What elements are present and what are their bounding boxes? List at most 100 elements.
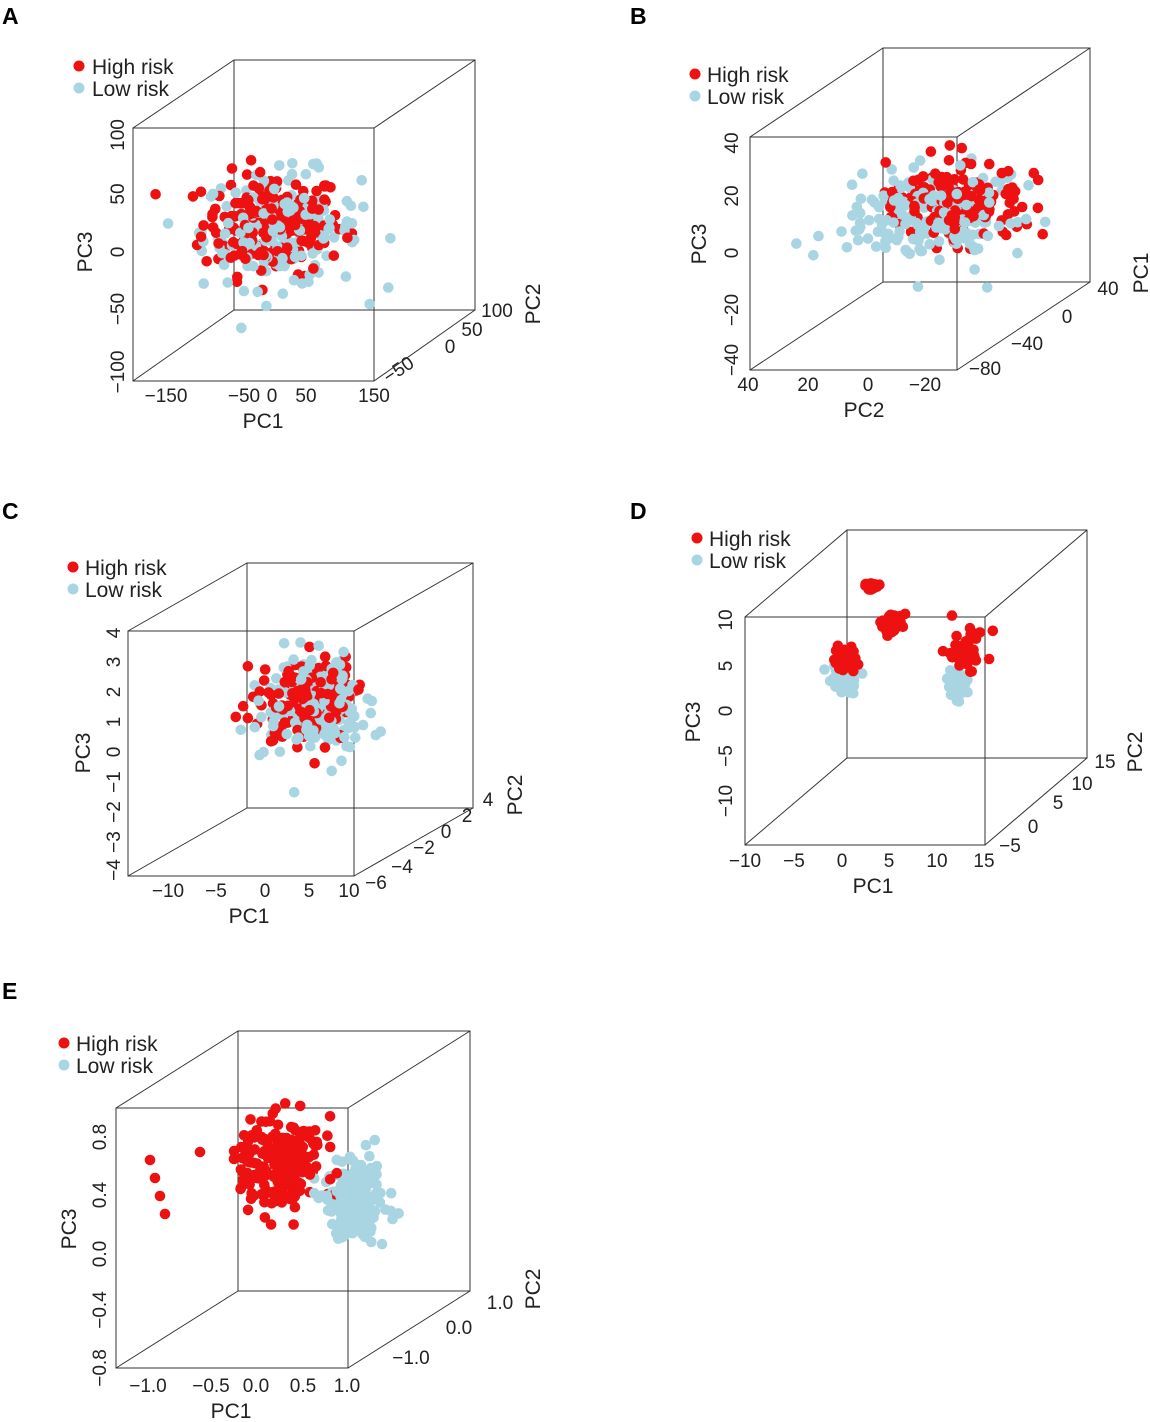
point-low xyxy=(914,155,926,166)
z-tick-e-3: 0.4 xyxy=(90,1181,111,1208)
point-high xyxy=(244,1179,255,1190)
point-low xyxy=(162,218,174,229)
point-high xyxy=(278,1143,290,1154)
z-tick-a-1: −50 xyxy=(108,293,129,325)
point-low xyxy=(967,229,978,240)
point-low xyxy=(258,208,270,219)
point-high xyxy=(292,685,303,697)
z-tick-c-5: 1 xyxy=(104,717,125,728)
point-high xyxy=(324,1141,336,1153)
legend-marker-low-c xyxy=(67,583,79,595)
point-low xyxy=(380,1204,391,1215)
point-high xyxy=(259,664,271,675)
z-tick-a-0: −100 xyxy=(108,351,129,394)
point-low xyxy=(298,192,310,204)
y-tick-e-2: 1.0 xyxy=(487,1293,513,1314)
point-low xyxy=(844,687,855,698)
point-high xyxy=(320,180,332,192)
point-low xyxy=(962,674,973,686)
point-high xyxy=(270,1168,282,1180)
z-tick-e-4: 0.8 xyxy=(90,1124,111,1150)
point-low xyxy=(269,183,280,195)
point-low xyxy=(288,787,300,798)
legend-c: High risk Low risk xyxy=(67,557,167,602)
point-low xyxy=(908,233,919,245)
point-low xyxy=(895,180,906,191)
point-low xyxy=(313,640,325,652)
panel-d: D High risk Low risk 10 5 0 −5 −10 PC3 −… xyxy=(630,498,1147,898)
point-high xyxy=(288,1219,299,1230)
point-low xyxy=(296,278,308,289)
point-high xyxy=(241,169,253,180)
legend-marker-high-e xyxy=(58,1037,70,1049)
panel-label-a: A xyxy=(2,3,19,29)
point-high xyxy=(319,742,331,753)
point-low xyxy=(969,244,980,256)
y-tick-c-3: 0 xyxy=(441,822,452,843)
point-high xyxy=(259,1212,271,1223)
point-high xyxy=(290,179,302,190)
z-axis-title-d: PC3 xyxy=(682,702,705,743)
point-high xyxy=(283,665,294,677)
legend-marker-high-d xyxy=(691,532,703,544)
point-low xyxy=(880,241,891,253)
legend-high-label-a: High risk xyxy=(92,56,174,79)
point-low xyxy=(339,731,350,743)
point-low xyxy=(981,282,993,293)
point-high xyxy=(1032,202,1044,214)
point-high xyxy=(942,197,953,208)
point-high xyxy=(1016,201,1028,213)
point-high xyxy=(263,687,274,698)
point-low xyxy=(301,724,312,736)
point-low xyxy=(358,201,369,213)
point-high xyxy=(255,265,267,276)
point-low xyxy=(329,727,341,739)
x-tick-b-2: 0 xyxy=(863,375,874,396)
legend-marker-low-d xyxy=(691,554,703,566)
point-high xyxy=(187,191,199,202)
legend-high-label-e: High risk xyxy=(76,1033,158,1056)
point-high xyxy=(308,263,319,274)
x-tick-c-2: 0 xyxy=(260,881,271,902)
x-axis-title-c: PC1 xyxy=(229,905,270,928)
point-low xyxy=(336,1211,347,1223)
point-low xyxy=(878,190,889,201)
point-low xyxy=(335,1190,346,1202)
point-low xyxy=(854,207,866,219)
point-high xyxy=(258,675,270,686)
point-high xyxy=(946,210,958,221)
z-tick-e-1: −0.4 xyxy=(90,1291,111,1329)
legend-marker-high-a xyxy=(73,60,85,72)
y-ticks-a: −50 0 50 100 xyxy=(380,301,513,388)
point-high xyxy=(150,189,161,200)
point-low xyxy=(846,179,858,190)
point-high xyxy=(946,610,958,621)
point-high xyxy=(310,1161,322,1172)
point-low xyxy=(198,278,209,289)
point-high xyxy=(1028,167,1040,179)
point-low xyxy=(267,720,279,732)
z-tick-c-2: −2 xyxy=(104,801,125,823)
point-low xyxy=(862,233,874,244)
point-high xyxy=(315,677,327,688)
point-low xyxy=(931,222,942,233)
x-tick-a-3: 50 xyxy=(295,386,316,407)
point-low xyxy=(336,1232,348,1243)
point-high xyxy=(236,1141,247,1153)
point-low xyxy=(891,234,903,246)
y-tick-c-2: −2 xyxy=(413,838,435,859)
point-low xyxy=(361,1191,372,1203)
point-high xyxy=(270,1103,282,1114)
point-low xyxy=(218,259,230,271)
point-low xyxy=(369,1205,381,1217)
point-low xyxy=(857,168,868,179)
point-high xyxy=(210,227,222,239)
y-ticks-e: −1.0 0.0 1.0 xyxy=(392,1293,513,1369)
point-low xyxy=(961,199,972,211)
point-low xyxy=(946,683,958,695)
point-low xyxy=(855,221,866,233)
points-a xyxy=(150,155,396,334)
point-high xyxy=(226,163,238,174)
point-high xyxy=(944,140,956,151)
legend-a: High risk Low risk xyxy=(73,56,174,101)
